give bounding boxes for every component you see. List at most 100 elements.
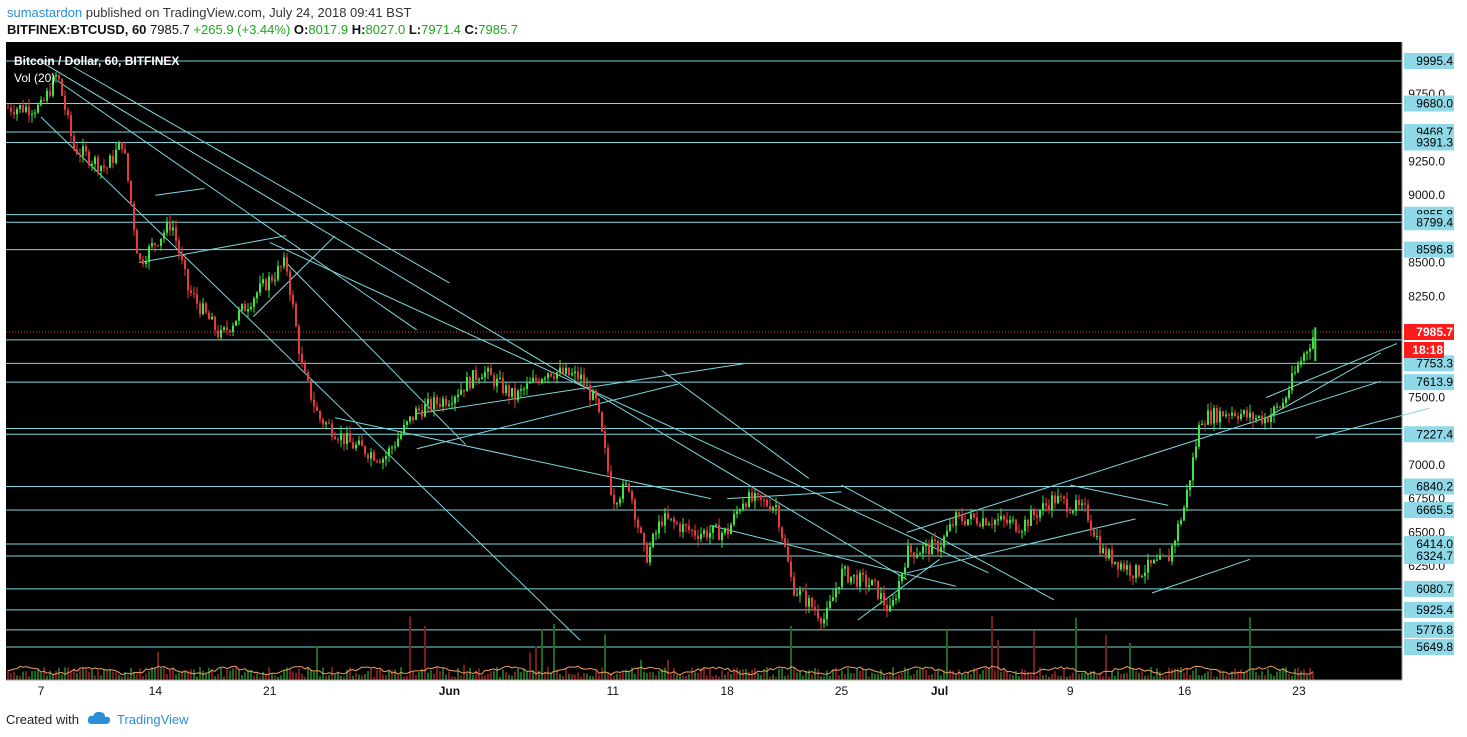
author-link[interactable]: sumastardon bbox=[7, 5, 83, 20]
trendline[interactable] bbox=[416, 363, 744, 415]
trendline[interactable] bbox=[1315, 407, 1430, 439]
candle-body bbox=[196, 294, 198, 304]
volume-bar bbox=[1057, 675, 1059, 680]
candle-body bbox=[373, 452, 375, 461]
trendline[interactable] bbox=[73, 66, 450, 284]
candle-body bbox=[844, 566, 846, 569]
candle-body bbox=[964, 521, 966, 525]
level-label: 5925.4 bbox=[1416, 603, 1453, 617]
volume-bar bbox=[166, 674, 168, 680]
volume-bar bbox=[553, 624, 555, 680]
candle-body bbox=[1294, 372, 1296, 374]
volume-bar bbox=[1114, 675, 1116, 680]
volume-bar bbox=[346, 669, 348, 680]
candle-body bbox=[781, 527, 783, 539]
candle-body bbox=[460, 389, 462, 395]
candle-body bbox=[901, 572, 903, 582]
candle-body bbox=[370, 452, 372, 459]
volume-bar bbox=[868, 676, 870, 680]
candle-body bbox=[487, 368, 489, 372]
volume-bar bbox=[685, 675, 687, 680]
y-tick-label: 9000.0 bbox=[1408, 188, 1445, 202]
volume-bar bbox=[1246, 671, 1248, 680]
candle-body bbox=[1168, 555, 1170, 562]
trendline[interactable] bbox=[155, 187, 205, 196]
volume-bar bbox=[730, 673, 732, 680]
candle-body bbox=[940, 547, 942, 552]
volume-bar bbox=[1066, 676, 1068, 680]
tradingview-link[interactable]: TradingView bbox=[116, 712, 189, 727]
volume-bar bbox=[463, 664, 465, 680]
volume-bar bbox=[82, 668, 84, 680]
trendline[interactable] bbox=[138, 235, 287, 264]
trendline[interactable] bbox=[1266, 352, 1381, 419]
candle-body bbox=[967, 519, 969, 525]
volume-bar bbox=[559, 674, 561, 680]
chart-area[interactable]: 9750.0 9250.0 9000.0 8500.0 8250.0 7500.0 7000… bbox=[6, 42, 1461, 702]
candle-body bbox=[1288, 390, 1290, 398]
candle-body bbox=[652, 533, 654, 547]
x-tick-label: 18 bbox=[720, 684, 734, 698]
candle-body bbox=[160, 238, 162, 246]
volume-bar bbox=[1297, 667, 1299, 680]
volume-bar bbox=[565, 667, 567, 680]
x-tick-label: 23 bbox=[1292, 684, 1306, 698]
candle-body bbox=[1096, 536, 1098, 538]
volume-bar bbox=[925, 669, 927, 680]
trendline[interactable] bbox=[661, 370, 810, 479]
candle-body bbox=[451, 403, 453, 405]
trendline[interactable] bbox=[841, 484, 1055, 601]
candle-body bbox=[343, 433, 345, 444]
candle-body bbox=[643, 532, 645, 545]
candle-body bbox=[244, 303, 246, 312]
volume-bar bbox=[1279, 670, 1281, 680]
candle-body bbox=[412, 416, 414, 420]
volume-bar bbox=[949, 669, 951, 680]
trendline[interactable] bbox=[1266, 343, 1398, 398]
x-tick-label: 7 bbox=[38, 684, 45, 698]
candle-body bbox=[1246, 410, 1248, 418]
trendline[interactable] bbox=[416, 383, 679, 450]
candle-body bbox=[580, 374, 582, 380]
trendline[interactable] bbox=[727, 491, 842, 500]
volume-bar bbox=[358, 674, 360, 680]
candle-body bbox=[832, 597, 834, 602]
volume-bar bbox=[655, 675, 657, 680]
trendline[interactable] bbox=[906, 518, 1136, 574]
price-chart[interactable]: 9750.09250.09000.08500.08250.07500.07000… bbox=[6, 42, 1461, 702]
candle-body bbox=[247, 309, 249, 312]
candle-body bbox=[289, 271, 291, 295]
candle-body bbox=[415, 408, 417, 420]
x-tick-label: 25 bbox=[835, 684, 849, 698]
volume-bar bbox=[493, 670, 495, 680]
volume-bar bbox=[1051, 673, 1053, 680]
volume-bar bbox=[544, 671, 546, 680]
trendline[interactable] bbox=[1151, 558, 1251, 594]
trendline[interactable] bbox=[40, 61, 908, 580]
trendline[interactable] bbox=[285, 262, 467, 446]
candle-body bbox=[268, 276, 270, 291]
trendline[interactable] bbox=[334, 417, 711, 500]
volume-bar bbox=[1276, 671, 1278, 680]
candle-body bbox=[1225, 414, 1227, 417]
candle-body bbox=[751, 492, 753, 501]
candle-body bbox=[208, 312, 210, 320]
candle-body bbox=[853, 574, 855, 577]
candle-body bbox=[997, 519, 999, 521]
volume-bar bbox=[19, 675, 21, 680]
candle-body bbox=[226, 327, 228, 331]
candle-body bbox=[583, 374, 585, 386]
candle-body bbox=[796, 594, 798, 596]
level-label-box bbox=[1404, 241, 1454, 258]
volume-bar bbox=[262, 671, 264, 680]
trendline[interactable] bbox=[253, 235, 336, 317]
trendline[interactable] bbox=[57, 80, 418, 331]
trendline[interactable] bbox=[710, 525, 957, 587]
trendline[interactable] bbox=[906, 380, 1381, 533]
volume-bar bbox=[382, 674, 384, 680]
volume-bar bbox=[577, 672, 579, 680]
trendline[interactable] bbox=[269, 241, 989, 574]
volume-bar bbox=[778, 668, 780, 680]
trendline[interactable] bbox=[1070, 484, 1169, 506]
volume-bar bbox=[307, 667, 309, 680]
